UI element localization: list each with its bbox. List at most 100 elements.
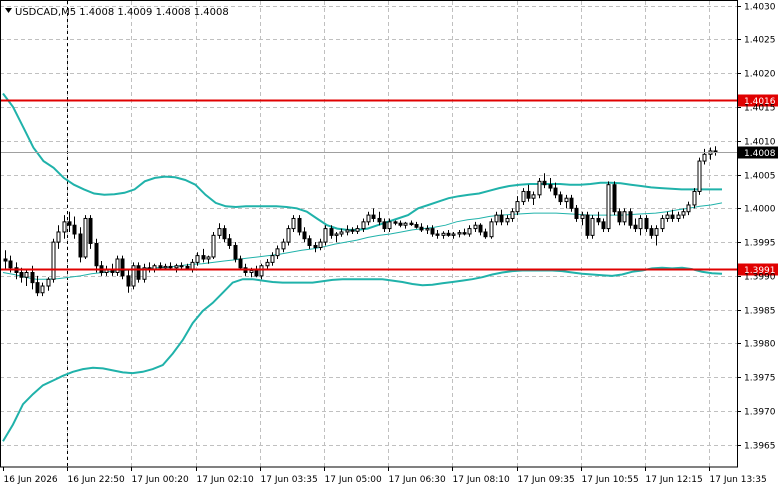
candle: [115, 255, 120, 276]
candle-body: [665, 214, 670, 219]
candle: [446, 229, 451, 237]
candle-body: [62, 221, 67, 233]
candle: [350, 227, 355, 234]
candle-body: [120, 258, 125, 277]
candle: [35, 275, 40, 297]
candle-body: [403, 222, 408, 226]
candle: [174, 263, 179, 273]
candle-body: [473, 224, 478, 230]
candle-body: [377, 217, 382, 223]
candle-body: [601, 221, 606, 230]
candle-body: [158, 265, 163, 269]
candle: [462, 228, 467, 236]
candle: [51, 238, 56, 283]
candle: [286, 225, 291, 246]
current-price-badge: [738, 146, 778, 159]
candle-body: [265, 261, 270, 267]
candle-body: [644, 217, 649, 230]
candle: [692, 188, 697, 209]
candle: [24, 269, 29, 287]
candle-body: [441, 232, 446, 236]
candle: [681, 208, 686, 219]
candle: [62, 215, 67, 239]
candle-body: [24, 271, 29, 278]
candle-body: [249, 269, 254, 273]
candle-body: [67, 221, 72, 226]
x-tick-label: 17 Jun 12:15: [646, 475, 703, 485]
candle: [419, 223, 424, 232]
candle-body: [702, 153, 707, 162]
candle-body: [190, 261, 195, 270]
candle-body: [323, 228, 328, 243]
candle: [206, 255, 211, 264]
candle: [531, 191, 536, 205]
candle-body: [30, 271, 35, 284]
candle-body: [227, 238, 232, 246]
candle: [265, 258, 270, 270]
chart-header: USDCAD,M5 1.4008 1.4009 1.4008 1.4008: [5, 7, 229, 18]
candle-body: [259, 265, 264, 277]
candle-body: [115, 258, 120, 273]
candle: [633, 218, 638, 232]
triangle-down-icon[interactable]: [5, 8, 12, 13]
candle-body: [596, 217, 601, 223]
candle-body: [126, 275, 131, 287]
candle-body: [72, 224, 77, 235]
candle: [542, 173, 547, 189]
candle: [67, 211, 72, 232]
candle-body: [46, 278, 51, 287]
candle-body: [88, 217, 93, 244]
candle-body: [622, 211, 627, 223]
candle-body: [168, 265, 173, 269]
candle-body: [430, 228, 435, 235]
x-tick-label: 16 Jun 22:50: [68, 475, 125, 485]
candle-body: [217, 228, 222, 236]
candle: [521, 188, 526, 205]
candle-body: [649, 228, 654, 236]
candle: [425, 225, 430, 234]
candle: [483, 228, 488, 239]
x-tick-label: 17 Jun 13:35: [710, 475, 767, 485]
candle: [713, 146, 718, 156]
candle: [553, 182, 558, 199]
candle: [147, 262, 152, 273]
y-tick-label: 1.3985: [744, 307, 776, 317]
candle-body: [654, 228, 659, 236]
candle: [654, 225, 659, 246]
x-tick-label: 17 Jun 06:30: [389, 475, 446, 485]
candle-body: [617, 211, 622, 223]
candle: [339, 228, 344, 237]
candle: [302, 227, 307, 243]
candle: [574, 204, 579, 222]
candle-body: [179, 265, 184, 268]
candle: [179, 262, 184, 270]
candle: [697, 157, 702, 195]
candle: [430, 225, 435, 237]
candle-body: [393, 221, 398, 224]
candle: [222, 225, 227, 243]
candle-body: [291, 217, 296, 230]
candle-body: [697, 160, 702, 192]
candle-body: [318, 241, 323, 249]
candle-body: [78, 233, 83, 258]
candle: [628, 208, 633, 229]
y-tick-label: 1.4010: [744, 138, 776, 148]
candle: [211, 231, 216, 259]
candle-body: [569, 197, 574, 209]
candle-body: [307, 238, 312, 246]
candle-body: [510, 211, 515, 219]
candles-layer: [3, 146, 718, 297]
candle-body: [531, 194, 536, 199]
y-tick-label: 1.3975: [744, 374, 776, 384]
candle: [622, 208, 627, 226]
candle-body: [83, 217, 88, 258]
candle-body: [564, 197, 569, 203]
candle: [387, 218, 392, 232]
y-tick-label: 1.3990: [744, 273, 776, 283]
candle: [665, 211, 670, 222]
candle: [601, 218, 606, 232]
candle: [217, 223, 222, 239]
candle: [569, 194, 574, 212]
